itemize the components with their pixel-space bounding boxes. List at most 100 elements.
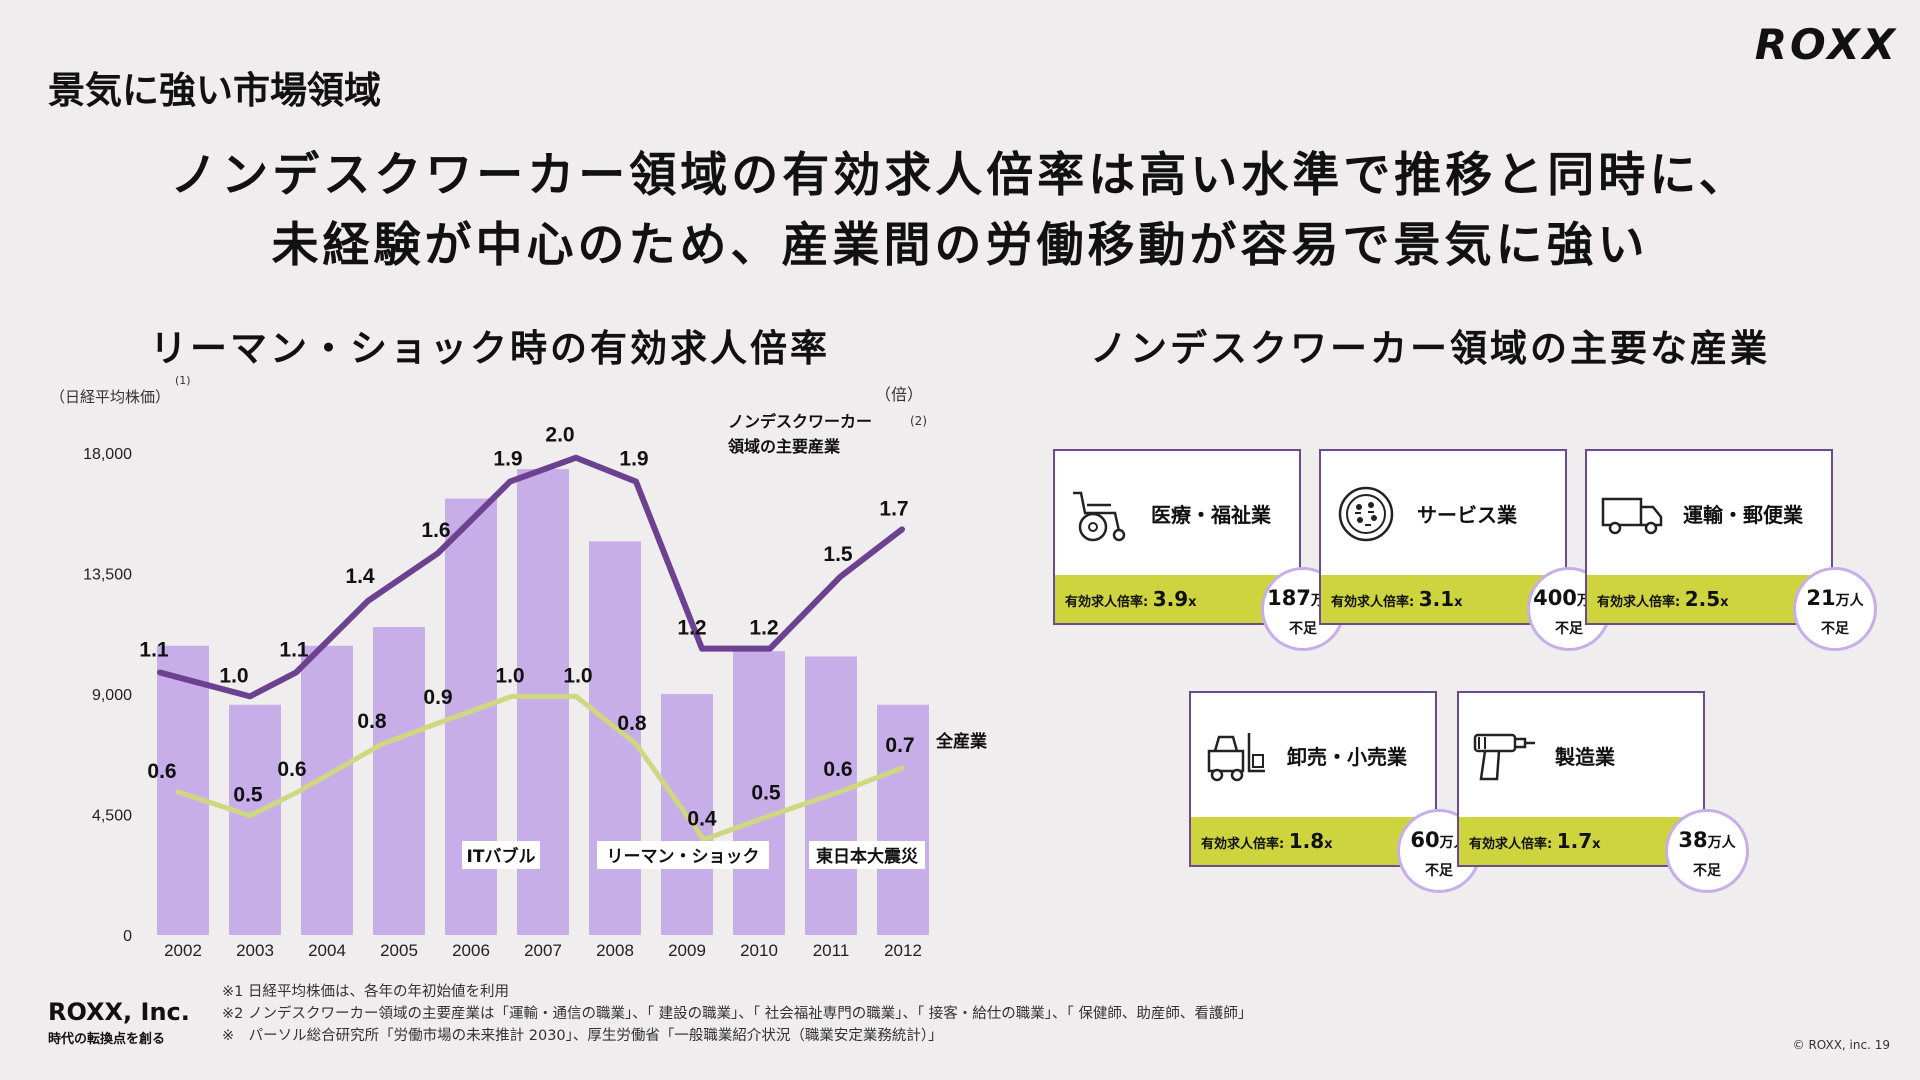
data-label: 0.6 xyxy=(823,758,852,781)
shortage-value: 38 xyxy=(1678,828,1708,852)
ratio-label: 有効求人倍率: xyxy=(1331,595,1415,610)
industry-card: 運輸・郵便業有効求人倍率: 2.5x 21万人不足 xyxy=(1585,449,1877,651)
data-label: 1.1 xyxy=(139,639,169,662)
footnote-1: ※1 日経平均株価は、各年の年初始値を利用 xyxy=(222,984,509,1000)
x-tick-label-2003: 2003 xyxy=(236,941,274,960)
ratio-text: 有効求人倍率: 1.7x xyxy=(1469,829,1601,853)
wheelchair-icon xyxy=(1067,485,1133,543)
industries-title: ノンデスクワーカー領域の主要な産業 xyxy=(1090,327,1770,370)
shortage-value: 21 xyxy=(1806,586,1836,610)
annotation-box xyxy=(462,841,540,869)
x-tick-label-2004: 2004 xyxy=(308,941,346,960)
headline-line-1: ノンデスクワーカー領域の有効求人倍率は高い水準で推移と同時に、 xyxy=(170,148,1750,203)
data-label: 0.8 xyxy=(357,710,387,733)
ratio-text: 有効求人倍率: 2.5x xyxy=(1597,587,1729,611)
shortage-label: 不足 xyxy=(1425,863,1453,879)
bar-2005 xyxy=(373,627,425,935)
truck-icon xyxy=(1599,485,1665,543)
section-title: 景気に強い市場領域 xyxy=(48,69,381,112)
footnote-2: ※2 ノンデスクワーカー領域の主要産業は「運輸・通信の職業」、「 建設の職業」、… xyxy=(222,1006,1253,1022)
bar-2002 xyxy=(157,645,209,935)
ratio-unit: x xyxy=(1454,595,1463,610)
data-label: 0.5 xyxy=(233,784,263,807)
ratio-label: 有効求人倍率: xyxy=(1469,837,1553,852)
ratio-label: 有効求人倍率: xyxy=(1597,595,1681,610)
bar-2012 xyxy=(877,704,929,935)
ratio-unit: x xyxy=(1324,837,1333,852)
legend-all-industry: 全産業 xyxy=(935,731,987,752)
bar-2008 xyxy=(589,541,641,935)
data-label: 1.9 xyxy=(619,448,648,471)
drill-icon xyxy=(1471,727,1537,785)
ratio-label: 有効求人倍率: xyxy=(1065,595,1149,610)
x-tick-label-2006: 2006 xyxy=(452,941,490,960)
industry-name: 医療・福祉業 xyxy=(1151,503,1271,527)
y-tick-label: 4,500 xyxy=(92,808,132,825)
data-label: 0.7 xyxy=(885,734,914,757)
ratio-band: 有効求人倍率: 1.7x xyxy=(1459,817,1703,865)
ratio-value: 1.7 xyxy=(1556,829,1593,853)
x-tick-label-2009: 2009 xyxy=(668,941,706,960)
roxx-logo: ROXX xyxy=(1754,20,1898,69)
y-tick-label: 9,000 xyxy=(92,687,132,704)
annotation-2: 東日本大震災 xyxy=(816,846,919,867)
data-label: 1.1 xyxy=(279,639,309,662)
data-label: 1.5 xyxy=(823,543,853,566)
data-label: 0.6 xyxy=(277,758,306,781)
copyright: © ROXX, inc. 19 xyxy=(1792,1038,1890,1052)
right-axis-label: （倍） xyxy=(875,385,923,404)
data-label: 1.6 xyxy=(421,519,450,542)
y-tick-label: 13,500 xyxy=(83,567,132,584)
shortage-unit: 万人 xyxy=(1835,593,1864,609)
shortage-unit: 万人 xyxy=(1707,835,1736,851)
shortage-badge: 38万人不足 xyxy=(1665,809,1749,893)
bar-2004 xyxy=(301,645,353,935)
line-series-nondesk xyxy=(157,454,905,700)
bar-2010 xyxy=(733,651,785,935)
x-tick-label-2012: 2012 xyxy=(884,941,922,960)
shortage-label: 不足 xyxy=(1693,863,1721,879)
shortage-count: 21万人 xyxy=(1796,586,1874,610)
x-tick-label-2002: 2002 xyxy=(164,941,202,960)
ratio-band: 有効求人倍率: 3.9x xyxy=(1055,575,1299,623)
job-ratio-chart: 18,000 13,500 9,000 4,500 0 （日経平均株価） (1) （倍） 200… xyxy=(50,374,987,960)
x-tick-label-2008: 2008 xyxy=(596,941,634,960)
x-tick-label-2011: 2011 xyxy=(813,941,850,960)
chart-title: リーマン・ショック時の有効求人倍率 xyxy=(150,327,830,370)
ratio-band: 有効求人倍率: 1.8x xyxy=(1191,817,1435,865)
annotation-1: リーマン・ショック xyxy=(607,847,760,867)
bar-2003 xyxy=(229,704,281,935)
industry-card-header: 卸売・小売業 xyxy=(1191,693,1435,821)
ratio-unit: x xyxy=(1188,595,1197,610)
x-tick-label-2005: 2005 xyxy=(380,941,418,960)
data-label: 2.0 xyxy=(545,424,574,447)
company-name: ROXX, Inc. xyxy=(48,998,190,1026)
legend-nondesk-line2: 領域の主要産業 xyxy=(728,437,841,456)
industry-card-header: 医療・福祉業 xyxy=(1055,451,1299,579)
industry-card-header: 製造業 xyxy=(1459,693,1703,821)
annotation-box xyxy=(809,841,925,869)
data-label: 0.6 xyxy=(147,760,176,783)
ratio-label: 有効求人倍率: xyxy=(1201,837,1285,852)
ratio-value: 2.5 xyxy=(1684,587,1721,611)
ratio-unit: x xyxy=(1592,837,1601,852)
food-icon xyxy=(1333,485,1399,543)
data-label: 1.2 xyxy=(749,617,778,640)
annotation-box xyxy=(597,841,769,869)
company-tagline: 時代の転換点を創る xyxy=(48,1032,166,1047)
legend-nondesk-line1: ノンデスクワーカー xyxy=(728,412,872,431)
industry-card: 製造業有効求人倍率: 1.7x 38万人不足 xyxy=(1457,691,1749,893)
industry-name: 運輸・郵便業 xyxy=(1683,503,1803,527)
data-label: 1.0 xyxy=(563,664,592,687)
shortage-value: 60 xyxy=(1410,828,1440,852)
ratio-text: 有効求人倍率: 3.1x xyxy=(1331,587,1463,611)
data-label: 0.9 xyxy=(423,686,452,709)
shortage-label: 不足 xyxy=(1821,621,1849,637)
data-label: 1.7 xyxy=(879,497,908,520)
industry-card-header: サービス業 xyxy=(1321,451,1565,579)
line-series-all-industry xyxy=(175,693,905,843)
shortage-value: 400 xyxy=(1533,586,1577,610)
ratio-band: 有効求人倍率: 2.5x xyxy=(1587,575,1831,623)
